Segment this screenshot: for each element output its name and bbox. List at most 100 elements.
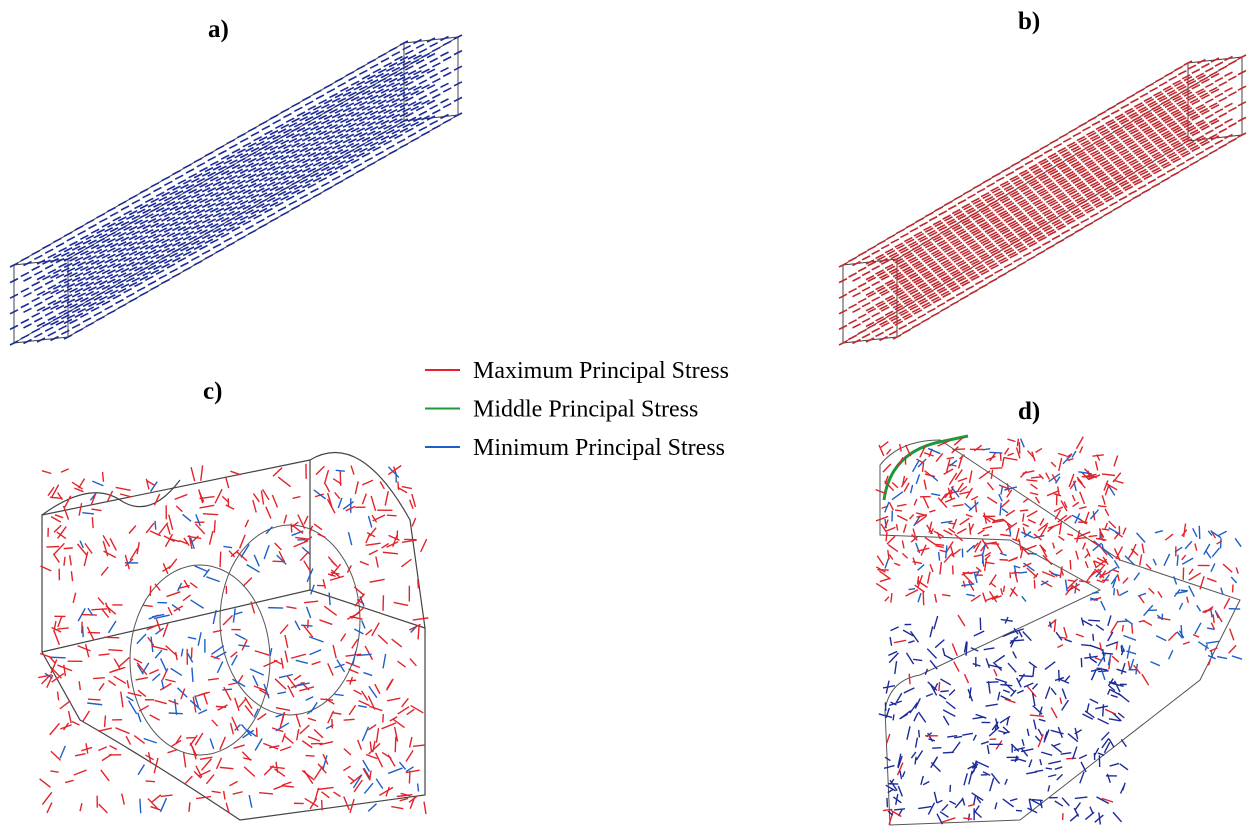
stress-glyph [142, 663, 148, 673]
stress-glyph [1118, 713, 1124, 718]
stress-glyph [911, 631, 919, 642]
stress-glyph [1220, 538, 1221, 548]
stress-glyph [302, 741, 312, 748]
stress-glyph [887, 536, 895, 544]
stress-glyph [421, 539, 427, 552]
stress-glyph [1156, 636, 1166, 641]
stress-glyph [45, 296, 53, 300]
stress-glyph [897, 504, 906, 506]
stress-glyph [105, 715, 106, 727]
stress-glyph [1074, 538, 1087, 539]
stress-glyph [240, 535, 246, 549]
stress-glyph [925, 669, 927, 675]
stress-glyph [338, 498, 342, 508]
stress-glyph [1014, 258, 1022, 262]
stress-glyph [59, 326, 67, 330]
stress-glyph [1193, 528, 1197, 536]
stress-glyph [1108, 632, 1113, 641]
stress-glyph [889, 554, 893, 559]
stress-glyph [102, 609, 109, 618]
stress-glyph [171, 668, 182, 675]
stress-glyph [1159, 82, 1167, 86]
stress-glyph [257, 714, 266, 720]
stress-glyph [40, 779, 51, 787]
stress-glyph [977, 762, 989, 768]
stress-glyph [294, 675, 301, 680]
stress-glyph [189, 802, 190, 812]
stress-glyph [235, 232, 243, 236]
stress-glyph [964, 190, 972, 194]
stress-glyph [949, 528, 955, 532]
stress-glyph [248, 127, 256, 131]
stress-glyph [324, 470, 328, 484]
stress-glyph [148, 281, 156, 285]
stress-glyph [969, 771, 972, 785]
stress-glyph [368, 516, 371, 528]
stress-glyph [1022, 596, 1026, 601]
stress-glyph [895, 510, 902, 511]
stress-glyph [409, 771, 410, 784]
stress-glyph [370, 64, 378, 68]
stress-glyph [1182, 558, 1193, 564]
stress-glyph [167, 592, 181, 597]
stress-glyph [191, 600, 204, 608]
stress-glyph [32, 251, 40, 255]
stress-glyph [944, 201, 952, 205]
stress-glyph [886, 532, 887, 541]
stress-glyph [21, 257, 29, 261]
stress-glyph [1001, 619, 1013, 621]
stress-glyph [250, 669, 264, 675]
stress-glyph [259, 224, 267, 228]
stress-glyph [916, 474, 919, 484]
stress-glyph [233, 792, 243, 794]
stress-glyph [176, 652, 178, 660]
stress-glyph [83, 711, 90, 722]
stress-glyph [202, 250, 210, 254]
stress-glyph [1215, 78, 1223, 82]
stress-glyph [82, 513, 94, 514]
stress-glyph [1062, 230, 1070, 234]
stress-glyph [887, 235, 895, 239]
stress-glyph [1007, 483, 1009, 491]
stress-glyph [34, 287, 42, 291]
stress-glyph [360, 561, 369, 565]
stress-glyph [1010, 799, 1017, 801]
stress-glyph [1031, 484, 1038, 489]
stress-glyph [227, 243, 235, 247]
stress-glyph [99, 683, 104, 690]
stress-glyph [1015, 166, 1023, 170]
stress-glyph [1076, 634, 1084, 637]
stress-glyph [378, 156, 386, 160]
stress-glyph [382, 723, 397, 729]
stress-glyph [220, 737, 226, 750]
stress-glyph [32, 297, 40, 301]
stress-glyph [366, 630, 372, 636]
stress-glyph [383, 654, 386, 668]
stress-glyph [418, 625, 419, 640]
stress-glyph [1108, 615, 1111, 625]
stress-glyph [235, 698, 239, 711]
stress-glyph [849, 289, 857, 293]
stress-glyph [413, 745, 424, 746]
stress-glyph [1150, 662, 1159, 666]
stress-glyph [966, 642, 967, 656]
stress-glyph [50, 771, 58, 772]
stress-glyph [232, 655, 238, 665]
stress-glyph [101, 770, 109, 781]
stress-glyph [281, 109, 289, 113]
stress-glyph [880, 578, 890, 581]
stress-glyph [315, 766, 323, 778]
stress-glyph [974, 631, 984, 636]
stress-glyph [1138, 185, 1146, 189]
stress-glyph [306, 697, 314, 701]
stress-glyph [1098, 753, 1104, 755]
stress-glyph [885, 558, 889, 569]
stress-glyph [1150, 88, 1158, 92]
stress-glyph [1130, 659, 1133, 670]
stress-glyph [358, 706, 367, 708]
stress-glyph [1142, 674, 1149, 685]
stress-glyph [206, 577, 219, 582]
stress-glyph [172, 273, 180, 277]
stress-glyph [240, 138, 248, 142]
stress-glyph [98, 598, 104, 605]
